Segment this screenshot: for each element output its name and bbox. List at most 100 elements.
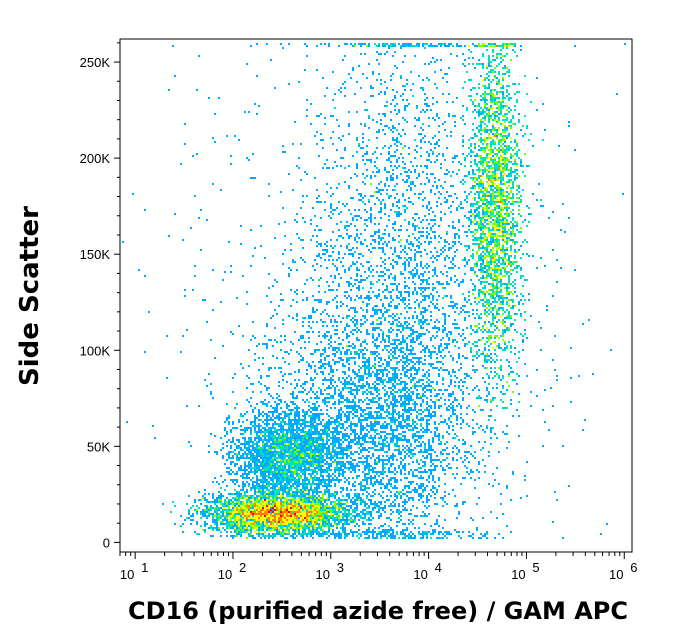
- event-dot: [524, 133, 526, 135]
- event-dot: [434, 351, 436, 353]
- event-dot: [450, 355, 452, 357]
- event-dot: [402, 161, 404, 163]
- event-dot: [318, 349, 320, 351]
- event-dot: [348, 165, 350, 167]
- event-dot: [324, 333, 326, 335]
- event-dot: [496, 57, 498, 59]
- event-dot: [524, 239, 526, 241]
- event-dot: [332, 397, 334, 399]
- event-dot: [474, 287, 476, 289]
- event-dot: [446, 233, 448, 235]
- event-dot: [350, 387, 352, 389]
- event-dot: [404, 251, 406, 253]
- event-dot: [496, 275, 498, 277]
- event-dot: [488, 203, 490, 205]
- event-dot: [268, 273, 270, 275]
- event-dot: [346, 377, 348, 379]
- event-dot: [358, 385, 360, 387]
- event-dot: [486, 165, 488, 167]
- event-dot: [500, 87, 502, 89]
- event-dot: [452, 339, 454, 341]
- event-dot: [554, 369, 556, 371]
- event-dot: [340, 139, 342, 141]
- event-dot: [382, 113, 384, 115]
- event-dot: [382, 383, 384, 385]
- event-dot: [318, 195, 320, 197]
- event-dot: [568, 121, 570, 123]
- event-dot: [390, 377, 392, 379]
- event-dot: [476, 207, 478, 209]
- event-dot: [340, 343, 342, 345]
- event-dot: [474, 203, 476, 205]
- event-dot: [514, 201, 516, 203]
- event-dot: [260, 383, 262, 385]
- event-dot: [296, 269, 298, 271]
- event-dot: [448, 207, 450, 209]
- event-dot: [380, 79, 382, 81]
- event-dot: [326, 249, 328, 251]
- event-dot: [338, 213, 340, 215]
- event-dot: [430, 45, 432, 47]
- event-dot: [452, 225, 454, 227]
- event-dot: [482, 165, 484, 167]
- event-dot: [474, 237, 476, 239]
- event-dot: [254, 337, 256, 339]
- event-dot: [388, 147, 390, 149]
- event-dot: [484, 117, 486, 119]
- event-dot: [406, 207, 408, 209]
- event-dot: [404, 341, 406, 343]
- event-dot: [404, 43, 406, 45]
- event-dot: [510, 125, 512, 127]
- event-dot: [388, 241, 390, 243]
- event-dot: [416, 245, 418, 247]
- event-dot: [476, 179, 478, 181]
- event-dot: [500, 61, 502, 63]
- event-dot: [386, 159, 388, 161]
- event-dot: [388, 309, 390, 311]
- event-dot: [334, 245, 336, 247]
- event-dot: [486, 189, 488, 191]
- event-dot: [332, 143, 334, 145]
- event-dot: [360, 349, 362, 351]
- event-dot: [506, 95, 508, 97]
- event-dot: [504, 223, 506, 225]
- event-dot: [406, 121, 408, 123]
- event-dot: [332, 299, 334, 301]
- event-dot: [496, 161, 498, 163]
- event-dot: [380, 257, 382, 259]
- event-dot: [318, 243, 320, 245]
- event-dot: [510, 127, 512, 129]
- event-dot: [516, 267, 518, 269]
- event-dot: [368, 387, 370, 389]
- event-dot: [438, 369, 440, 371]
- event-dot: [394, 143, 396, 145]
- event-dot: [354, 283, 356, 285]
- event-dot: [300, 337, 302, 339]
- event-dot: [296, 293, 298, 295]
- event-dot: [426, 345, 428, 347]
- event-dot: [364, 373, 366, 375]
- event-dot: [424, 319, 426, 321]
- event-dot: [480, 225, 482, 227]
- event-dot: [380, 237, 382, 239]
- event-dot: [330, 395, 332, 397]
- event-dot: [390, 145, 392, 147]
- event-dot: [426, 165, 428, 167]
- event-dot: [500, 45, 502, 47]
- event-dot: [496, 281, 498, 283]
- event-dot: [356, 275, 358, 277]
- event-dot: [464, 245, 466, 247]
- event-dot: [490, 89, 492, 91]
- event-dot: [380, 311, 382, 313]
- event-dot: [270, 339, 272, 341]
- event-dot: [492, 297, 494, 299]
- event-dot: [266, 347, 268, 349]
- event-dot: [374, 367, 376, 369]
- event-dot: [258, 105, 260, 107]
- event-dot: [498, 141, 500, 143]
- event-dot: [500, 169, 502, 171]
- event-dot: [500, 101, 502, 103]
- event-dot: [446, 81, 448, 83]
- event-dot: [480, 95, 482, 97]
- event-dot: [484, 91, 486, 93]
